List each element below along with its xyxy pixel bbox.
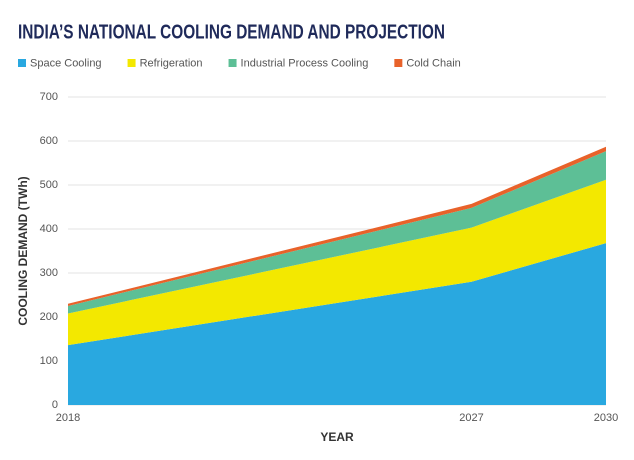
y-axis-title: COOLING DEMAND (TWh) [16,176,30,325]
legend-label: Cold Chain [406,57,460,69]
y-tick-label: 200 [40,311,58,323]
area [68,243,606,405]
y-tick-label: 400 [40,223,58,235]
legend-label: Space Cooling [30,57,102,69]
legend-label: Industrial Process Cooling [241,57,369,69]
y-tick-label: 500 [40,179,58,191]
y-tick-label: 600 [40,135,58,147]
legend-label: Refrigeration [140,57,203,69]
y-tick-label: 0 [52,399,58,411]
x-axis-title: YEAR [320,430,354,444]
y-tick-label: 300 [40,267,58,279]
chart-title: INDIA’S NATIONAL COOLING DEMAND AND PROJ… [18,21,445,43]
x-tick-label: 2018 [56,412,80,424]
area [68,151,606,314]
area [68,179,606,346]
y-tick-label: 100 [40,355,58,367]
x-tick-label: 2030 [594,412,618,424]
legend-swatch [394,59,403,67]
legend-swatch [127,59,136,67]
y-tick-label: 700 [40,91,58,103]
legend-swatch [228,59,237,67]
legend-swatch [18,59,26,67]
x-tick-label: 2027 [459,412,483,424]
